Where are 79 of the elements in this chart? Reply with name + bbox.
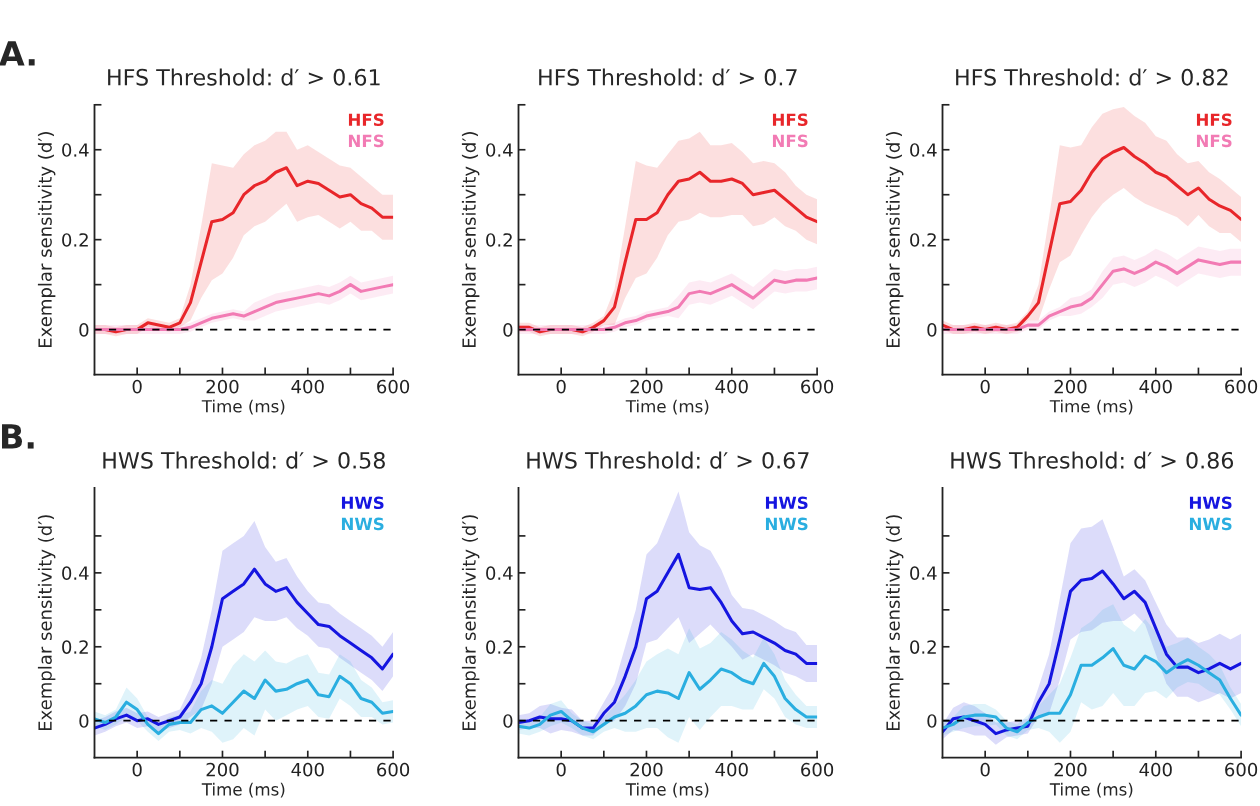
y-axis-title: Exemplar sensitivity (d′) [461,515,480,731]
chart-title: HFS Threshold: d′ > 0.7 [539,68,797,86]
x-tick-label: 600 [801,762,834,777]
x-tick-label: 400 [291,379,324,394]
x-axis-title: Time (ms) [625,782,709,798]
x-tick-label: 0 [980,379,990,394]
text: NWS [765,517,808,531]
text: NFS [772,134,808,148]
y-axis-title: Exemplar sensitivity (d′) [885,515,904,731]
x-axis-title: Time (ms) [201,399,285,415]
y-tick-label: 0.4 [62,566,89,580]
x-tick-label: 0 [556,379,566,394]
text: HWS [1189,496,1232,510]
x-tick-label: 600 [1225,762,1258,777]
x-tick-label: 400 [715,379,748,394]
text: NFS [1196,134,1232,148]
y-axis-title: Exemplar sensitivity (d′) [885,132,904,348]
y-tick-label: 0.4 [486,566,513,580]
y-tick-label: 0.2 [910,233,936,247]
y-tick-label: 0.2 [62,640,88,654]
y-axis-title: Exemplar sensitivity (d′) [37,132,56,348]
x-tick-label: 0 [556,762,566,777]
line-series [94,567,394,730]
line-series [518,661,818,734]
y-tick-label: 0.2 [486,640,512,654]
x-tick-label: 400 [291,762,324,777]
line-series [94,674,394,736]
text: B. [2,424,34,449]
chart-title: HFS Threshold: d′ > 0.61 [108,68,380,86]
text: NFS [348,134,384,148]
x-axis-title: Time (ms) [1049,782,1133,798]
y-tick-label: 0 [503,323,513,337]
y-axis-title: Exemplar sensitivity (d′) [37,515,56,731]
y-tick-label: 0 [927,714,937,728]
y-tick-label: 0.2 [62,233,88,247]
x-tick-label: 200 [630,762,663,777]
x-tick-label: 400 [1139,379,1172,394]
x-tick-label: 0 [980,762,990,777]
x-tick-label: 200 [206,762,239,777]
y-tick-label: 0 [79,714,89,728]
x-tick-label: 600 [377,762,410,777]
x-tick-label: 400 [715,762,748,777]
x-tick-label: 200 [206,379,239,394]
text: HFS [348,113,384,127]
y-tick-label: 0.4 [486,143,513,157]
x-tick-label: 400 [1139,762,1172,777]
y-tick-label: 0.2 [910,640,936,654]
x-axis-title: Time (ms) [1049,399,1133,415]
y-tick-label: 0 [927,323,937,337]
x-tick-label: 200 [630,379,663,394]
text: HWS [341,496,384,510]
y-tick-label: 0 [503,714,513,728]
x-tick-label: 600 [1225,379,1258,394]
y-tick-label: 0.4 [910,143,937,157]
text: HFS [1196,113,1232,127]
chart-title: HFS Threshold: d′ > 0.82 [956,68,1228,86]
x-tick-label: 600 [377,379,410,394]
x-axis-title: Time (ms) [201,782,285,798]
x-tick-label: 0 [132,762,142,777]
text: A. [0,41,35,66]
chart-title: HWS Threshold: d′ > 0.58 [103,451,385,469]
text: NWS [341,517,384,531]
x-tick-label: 0 [132,379,142,394]
y-axis-title: Exemplar sensitivity (d′) [461,132,480,348]
x-axis-title: Time (ms) [625,399,709,415]
chart-title: HWS Threshold: d′ > 0.86 [951,451,1234,469]
y-tick-label: 0 [79,323,89,337]
y-tick-label: 0.2 [486,233,512,247]
line-series [942,647,1242,734]
y-tick-label: 0.4 [910,566,937,580]
line-series [518,552,818,730]
x-tick-label: 200 [1054,762,1087,777]
text: NWS [1189,517,1232,531]
text: HFS [772,113,808,127]
y-tick-label: 0.4 [62,143,89,157]
x-tick-label: 600 [801,379,834,394]
chart-title: HWS Threshold: d′ > 0.67 [527,451,809,469]
x-tick-label: 200 [1054,379,1087,394]
text: HWS [765,496,808,510]
